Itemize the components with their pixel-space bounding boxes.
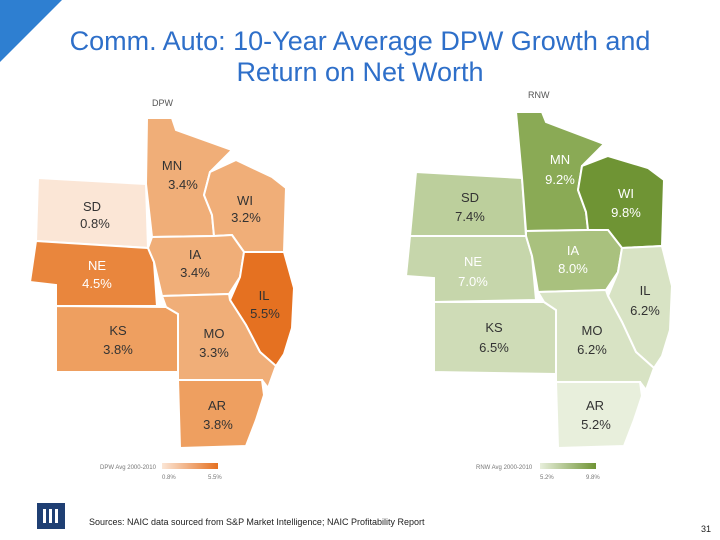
rnw-wi-value: 9.8%	[611, 205, 641, 220]
dpw-legend-min: 0.8%	[162, 475, 176, 481]
rnw-map-label: RNW	[528, 90, 550, 100]
dpw-map: DPW MN 3.4% SD 0.8% WI 3.2% IA 3.4% NE 4…	[28, 98, 296, 481]
slide-title: Comm. Auto: 10-Year Average DPW Growth a…	[20, 26, 700, 88]
rnw-legend-min: 5.2%	[540, 475, 554, 481]
dpw-ia-abbr: IA	[189, 247, 202, 262]
title-line-2: Return on Net Worth	[236, 57, 484, 87]
dpw-ne-value: 4.5%	[82, 276, 112, 291]
rnw-state-ne	[404, 235, 538, 304]
rnw-sd-value: 7.4%	[455, 209, 485, 224]
dpw-ks-abbr: KS	[109, 323, 127, 338]
dpw-sd-value: 0.8%	[80, 216, 110, 231]
rnw-mn-value: 9.2%	[545, 172, 575, 187]
dpw-map-label: DPW	[152, 98, 174, 108]
rnw-state-mo	[536, 288, 656, 393]
rnw-il-abbr: IL	[640, 283, 651, 298]
dpw-state-ia	[146, 233, 246, 298]
dpw-il-abbr: IL	[259, 288, 270, 303]
dpw-legend-bar	[162, 463, 218, 469]
dpw-mn-value: 3.4%	[168, 177, 198, 192]
dpw-mo-value: 3.3%	[199, 345, 229, 360]
dpw-il-value: 5.5%	[250, 306, 280, 321]
dpw-mo-abbr: MO	[204, 326, 225, 341]
dpw-mn-abbr: MN	[162, 158, 182, 173]
dpw-legend-caption: DPW Avg 2000-2010	[100, 465, 157, 471]
rnw-ne-value: 7.0%	[458, 274, 488, 289]
rnw-ar-value: 5.2%	[581, 417, 611, 432]
rnw-legend-max: 9.8%	[586, 475, 600, 481]
dpw-ar-value: 3.8%	[203, 417, 233, 432]
dpw-ne-abbr: NE	[88, 258, 106, 273]
rnw-state-ar	[554, 381, 644, 450]
rnw-map: RNW MN 9.2% SD 7.4% WI 9.8% IA 8.0% NE 7…	[404, 90, 674, 481]
dpw-ar-abbr: AR	[208, 398, 226, 413]
page-number: 31	[701, 524, 712, 534]
rnw-ia-abbr: IA	[567, 243, 580, 258]
rnw-mn-abbr: MN	[550, 152, 570, 167]
corner-accent	[0, 0, 62, 62]
dpw-state-mo	[160, 292, 278, 391]
dpw-wi-value: 3.2%	[231, 210, 261, 225]
rnw-il-value: 6.2%	[630, 303, 660, 318]
dpw-sd-abbr: SD	[83, 199, 101, 214]
rnw-mo-abbr: MO	[582, 323, 603, 338]
rnw-mo-value: 6.2%	[577, 342, 607, 357]
rnw-state-ia	[525, 229, 624, 294]
rnw-ks-abbr: KS	[485, 320, 503, 335]
dpw-legend-max: 5.5%	[208, 475, 222, 481]
rnw-sd-abbr: SD	[461, 190, 479, 205]
rnw-ar-abbr: AR	[586, 398, 604, 413]
rnw-ia-value: 8.0%	[558, 261, 588, 276]
iii-logo-icon	[37, 503, 65, 529]
dpw-state-ar	[176, 379, 266, 450]
dpw-state-ks	[55, 304, 179, 373]
title-line-1: Comm. Auto: 10-Year Average DPW Growth a…	[69, 26, 651, 56]
rnw-legend-caption: RNW Avg 2000-2010	[476, 465, 533, 471]
dpw-wi-abbr: WI	[237, 193, 253, 208]
rnw-ne-abbr: NE	[464, 254, 482, 269]
rnw-state-ks	[433, 301, 557, 376]
dpw-ks-value: 3.8%	[103, 342, 133, 357]
rnw-ks-value: 6.5%	[479, 340, 509, 355]
dpw-ia-value: 3.4%	[180, 265, 210, 280]
sources-note: Sources: NAIC data sourced from S&P Mark…	[89, 517, 425, 527]
rnw-wi-abbr: WI	[618, 186, 634, 201]
dpw-state-ne	[28, 239, 159, 307]
rnw-legend-bar	[540, 463, 596, 469]
